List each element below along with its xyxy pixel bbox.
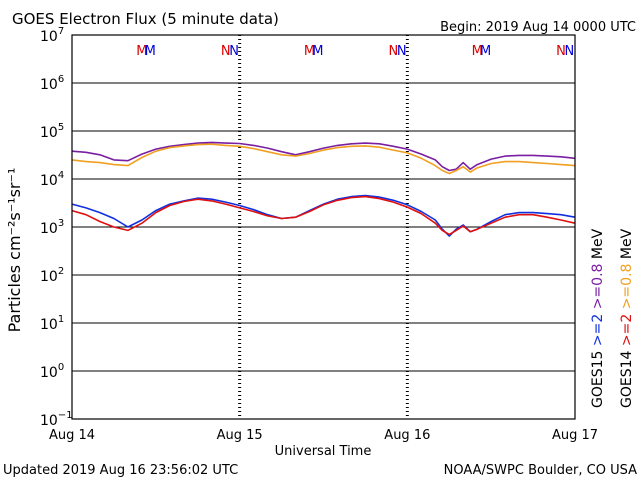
- legend-goes15: GOES15 >=2 >=0.8 MeV: [590, 228, 606, 408]
- x-tick-label: Aug 14: [49, 428, 95, 443]
- y-tick-label: 101: [40, 314, 64, 333]
- marker-label: N: [397, 44, 407, 59]
- series-line-3: [71, 195, 576, 236]
- x-axis-label: Universal Time: [275, 444, 372, 459]
- chart-title: GOES Electron Flux (5 minute data): [12, 10, 279, 28]
- begin-label: Begin: 2019 Aug 14 0000 UTC: [440, 20, 636, 35]
- marker-label: N: [221, 44, 231, 59]
- y-tick-label: 104: [40, 170, 64, 189]
- y-axis-label: Particles cm⁻²s⁻¹sr⁻¹: [5, 168, 24, 333]
- legend-entry: GOES14: [619, 350, 635, 408]
- y-tick-labels: 10−1 100 101 102 103 104 105 106 107: [40, 26, 78, 429]
- legend-goes14: GOES14 >=2 >=0.8 MeV: [619, 228, 635, 408]
- marker-label: M: [480, 44, 491, 59]
- marker-label: M: [304, 44, 315, 59]
- y-tick-label: 107: [40, 26, 64, 45]
- legend-entry: >=0.8: [590, 264, 606, 314]
- legend-entry: >=0.8: [619, 264, 635, 314]
- series-lines: [71, 141, 576, 237]
- x-tick-label: Aug 15: [217, 428, 263, 443]
- marker-label: M: [312, 44, 323, 59]
- y-tick-label: 106: [40, 74, 64, 93]
- marker-label: N: [556, 44, 566, 59]
- legend-entry: MeV: [619, 228, 635, 263]
- marker-label: N: [565, 44, 575, 59]
- legend-entry: GOES15: [590, 351, 606, 408]
- marker-label: M: [472, 44, 483, 59]
- x-tick-labels: Aug 14 Aug 15 Aug 16 Aug 17: [49, 428, 598, 443]
- marker-label: N: [388, 44, 398, 59]
- series-line-0: [71, 141, 576, 172]
- y-tick-label: 105: [40, 122, 64, 141]
- legend-entry: >=2: [619, 314, 635, 351]
- legend-entry: >=2: [590, 314, 606, 351]
- series-line-2: [71, 194, 576, 237]
- marker-label: M: [136, 44, 147, 59]
- y-tick-label: 103: [40, 218, 64, 237]
- credit-label: NOAA/SWPC Boulder, CO USA: [444, 463, 637, 478]
- y-tick-label: 10−1: [40, 410, 73, 429]
- x-tick-label: Aug 17: [552, 428, 598, 443]
- x-tick-label: Aug 16: [384, 428, 430, 443]
- updated-timestamp: Updated 2019 Aug 16 23:56:02 UTC: [3, 463, 238, 478]
- y-tick-label: 100: [40, 362, 64, 381]
- y-tick-label: 102: [40, 266, 64, 285]
- marker-label: M: [145, 44, 156, 59]
- legend-entry: MeV: [590, 228, 606, 263]
- marker-label: N: [229, 44, 239, 59]
- satellite-markers: MM NN MM NN MM NN: [136, 44, 574, 59]
- series-line-1: [71, 143, 576, 175]
